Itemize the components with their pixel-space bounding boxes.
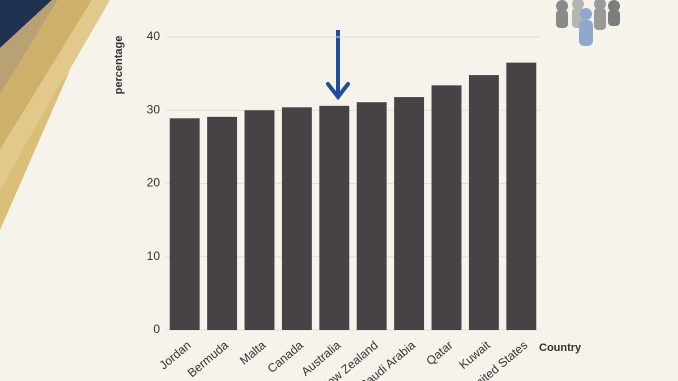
y-tick-label: 30 <box>147 102 161 116</box>
y-axis-title: percentage <box>113 36 125 95</box>
x-axis-title: Country <box>539 342 582 354</box>
y-tick-label: 20 <box>147 176 161 190</box>
bar <box>207 116 238 330</box>
y-tick-label: 10 <box>147 249 161 263</box>
bar <box>468 75 499 330</box>
bar <box>281 107 312 330</box>
x-tick-label: Bermuda <box>185 338 232 380</box>
x-tick-label: Malta <box>237 338 269 368</box>
y-tick-label: 0 <box>153 322 160 336</box>
bar <box>394 97 425 330</box>
y-tick-label: 40 <box>147 29 161 43</box>
bar <box>356 102 387 330</box>
highlight-arrow <box>326 30 350 101</box>
bar <box>431 85 462 330</box>
bar <box>244 110 275 330</box>
people-icon <box>556 0 620 46</box>
bar <box>319 105 350 330</box>
corner-decoration <box>0 0 110 230</box>
bar <box>169 118 200 331</box>
bar <box>506 62 537 330</box>
x-tick-label: Qatar <box>423 338 455 368</box>
